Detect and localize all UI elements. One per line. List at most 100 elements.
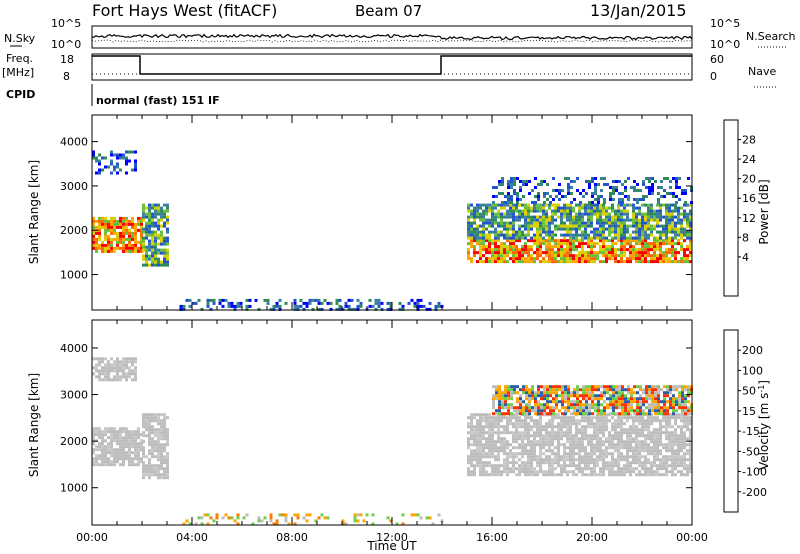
- colorbar-tick-label: -50: [742, 445, 760, 458]
- echo-cell: [163, 416, 166, 420]
- echo-cell: [618, 201, 621, 204]
- echo-cell: [594, 189, 597, 192]
- echo-cell: [665, 212, 668, 216]
- echo-cell: [575, 245, 578, 249]
- echo-cell: [533, 455, 536, 459]
- echo-cell: [516, 391, 519, 395]
- echo-cell: [166, 443, 169, 447]
- echo-cell: [485, 248, 488, 252]
- echo-cell: [166, 209, 169, 213]
- echo-cell: [488, 437, 491, 441]
- echo-cell: [563, 452, 566, 456]
- echo-cell: [525, 397, 528, 401]
- echo-cell: [621, 409, 624, 413]
- echo-cell: [683, 233, 686, 237]
- echo-cell: [467, 422, 470, 426]
- echo-cell: [506, 230, 509, 234]
- echo-cell: [659, 464, 662, 468]
- echo-cell: [684, 409, 687, 413]
- echo-cell: [569, 461, 572, 465]
- echo-cell: [689, 443, 692, 447]
- echo-cell: [533, 467, 536, 471]
- echo-cell: [515, 254, 518, 258]
- echo-cell: [504, 397, 507, 401]
- echo-cell: [689, 209, 692, 213]
- echo-cell: [689, 467, 692, 471]
- echo-cell: [614, 449, 617, 453]
- echo-cell: [648, 391, 651, 395]
- echo-cell: [151, 425, 154, 429]
- echo-cell: [482, 449, 485, 453]
- echo-cell: [648, 180, 651, 183]
- echo-cell: [548, 437, 551, 441]
- echo-cell: [356, 307, 360, 311]
- echo-cell: [657, 388, 660, 392]
- echo-cell: [593, 203, 596, 207]
- echo-cell: [635, 239, 638, 243]
- y-tick-label: 4000: [60, 136, 88, 149]
- echo-cell: [612, 406, 615, 410]
- echo-cell: [548, 233, 551, 237]
- echo-cell: [596, 227, 599, 231]
- echo-cell: [621, 391, 624, 395]
- echo-cell: [629, 467, 632, 471]
- echo-cell: [533, 422, 536, 426]
- echo-cell: [166, 455, 169, 459]
- echo-cell: [602, 449, 605, 453]
- echo-cell: [572, 254, 575, 258]
- echo-cell: [107, 228, 110, 232]
- echo-cell: [530, 440, 533, 444]
- x-tick-label: 00:00: [676, 531, 708, 544]
- echo-cell: [134, 454, 137, 458]
- echo-cell: [512, 203, 515, 207]
- echo-cell: [122, 216, 125, 220]
- echo-cell: [620, 248, 623, 252]
- echo-cell: [536, 473, 539, 477]
- echo-cell: [539, 233, 542, 237]
- echo-cell: [582, 409, 585, 413]
- echo-cell: [515, 428, 518, 432]
- echo-cell: [329, 301, 333, 305]
- echo-cell: [579, 201, 582, 204]
- echo-region: [467, 413, 692, 477]
- echo-cell: [154, 464, 157, 468]
- echo-cell: [482, 221, 485, 225]
- echo-cell: [151, 212, 154, 216]
- echo-cell: [137, 216, 140, 220]
- echo-cell: [674, 419, 677, 423]
- echo-cell: [602, 218, 605, 222]
- echo-cell: [560, 428, 563, 432]
- echo-cell: [516, 198, 519, 201]
- echo-cell: [650, 440, 653, 444]
- echo-cell: [131, 378, 134, 382]
- echo-cell: [587, 260, 590, 264]
- echo-cell: [683, 422, 686, 426]
- echo-cell: [137, 451, 140, 455]
- echo-cell: [602, 422, 605, 426]
- echo-cell: [521, 224, 524, 228]
- echo-cell: [160, 467, 163, 471]
- echo-cell: [293, 307, 297, 311]
- echo-cell: [522, 406, 525, 410]
- echo-cell: [116, 222, 119, 226]
- echo-cell: [116, 360, 119, 364]
- echo-cell: [588, 180, 591, 183]
- echo-cell: [602, 425, 605, 429]
- echo-cell: [558, 400, 561, 404]
- echo-cell: [611, 461, 614, 465]
- echo-cell: [503, 470, 506, 474]
- echo-cell: [638, 224, 641, 228]
- echo-cell: [668, 236, 671, 240]
- echo-cell: [107, 219, 110, 223]
- echo-cell: [157, 224, 160, 228]
- echo-cell: [122, 246, 125, 250]
- echo-cell: [488, 455, 491, 459]
- echo-cell: [596, 443, 599, 447]
- echo-cell: [644, 233, 647, 237]
- echo-cell: [528, 388, 531, 392]
- echo-cell: [597, 412, 600, 416]
- echo-cell: [485, 233, 488, 237]
- echo-cell: [140, 225, 143, 229]
- echo-cell: [548, 461, 551, 465]
- echo-cell: [657, 403, 660, 407]
